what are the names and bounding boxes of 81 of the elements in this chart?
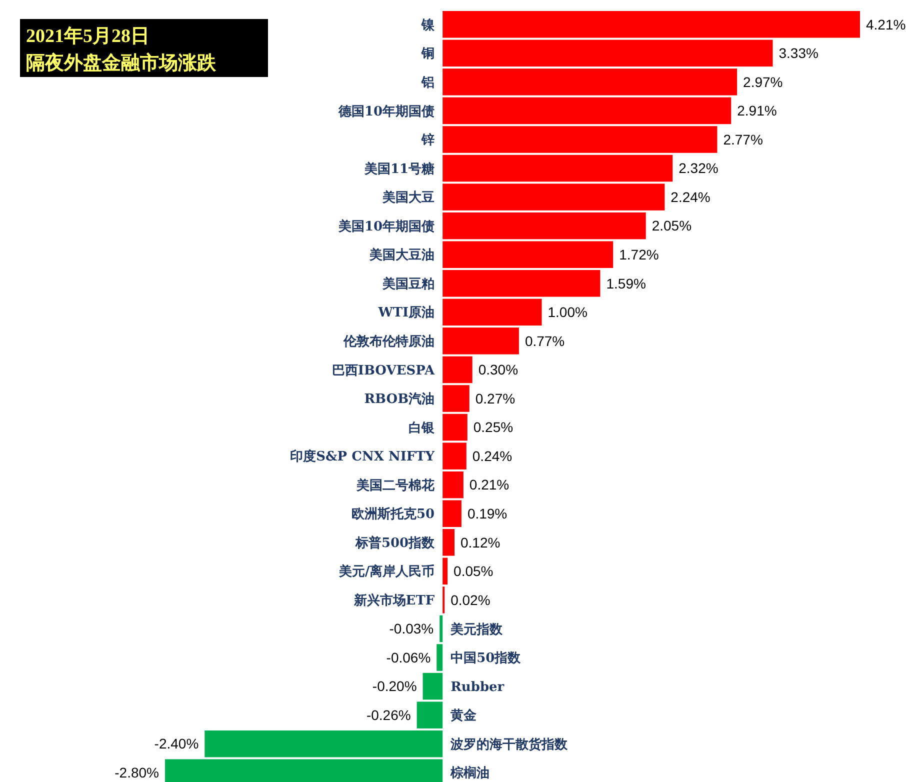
bar [442, 471, 464, 498]
data-label: 0.21% [469, 476, 510, 493]
bar [204, 730, 443, 758]
bar [442, 40, 773, 67]
bar [442, 97, 732, 124]
data-label: 2.91% [737, 102, 777, 119]
data-label: 0.25% [473, 419, 514, 436]
y-tick-label: 锌 [420, 132, 435, 148]
data-label: 0.24% [472, 448, 512, 464]
data-label: -2.40% [154, 736, 199, 752]
bar [442, 68, 738, 96]
bar [416, 702, 443, 728]
y-tick-label: 伦敦布伦特原油 [342, 333, 435, 350]
data-label: 0.02% [450, 592, 490, 608]
bar [442, 442, 466, 470]
data-label: 0.30% [478, 362, 518, 378]
y-tick-label: 美国二号棉花 [356, 477, 436, 494]
y-tick-label: 美元/离岸人民币 [338, 564, 435, 580]
bar [440, 615, 443, 642]
y-tick-label: 白银 [408, 420, 436, 436]
y-tick-label: 标普500指数 [354, 534, 436, 551]
text: 隔夜外盘金融市场涨跌 [26, 52, 217, 74]
data-label: 2.32% [678, 160, 718, 176]
data-label: 2.05% [652, 218, 692, 234]
data-label: 0.05% [454, 563, 494, 580]
bar [442, 356, 472, 384]
data-label: 2.77% [723, 131, 763, 148]
data-label: -0.06% [386, 649, 431, 666]
bar [442, 298, 542, 326]
y-tick-label: 新兴市场ETF [352, 592, 436, 608]
bar [442, 328, 519, 354]
data-label: 3.33% [778, 45, 818, 62]
y-tick-label: 棕榈油 [450, 765, 490, 782]
data-label: 0.12% [460, 534, 500, 550]
bar [442, 385, 470, 412]
bar [442, 414, 468, 441]
bar [436, 644, 443, 671]
y-tick-label: 美国11号糖 [364, 160, 435, 177]
y-tick-label: 美元指数 [450, 621, 504, 638]
y-tick-label: WTI原油 [377, 306, 435, 321]
data-label: -0.26% [366, 706, 411, 723]
y-tick-label: 中国50指数 [450, 651, 522, 666]
data-label: 1.72% [619, 246, 659, 263]
bar [442, 154, 673, 182]
data-label: 4.21% [866, 16, 906, 32]
y-tick-label: 印度S&P CNX NIFTY [290, 448, 436, 465]
bar [442, 184, 665, 210]
bar [442, 270, 600, 297]
y-tick-label: 德国10年期国债 [338, 104, 435, 120]
bar [442, 212, 646, 240]
y-tick-label: 黄金 [450, 708, 478, 724]
bar [442, 500, 462, 527]
data-label: 1.59% [606, 275, 646, 292]
data-label: 0.27% [475, 390, 516, 406]
data-label: -0.20% [372, 678, 417, 694]
bar [442, 126, 718, 153]
y-tick-label: 波罗的海干散货指数 [450, 736, 569, 752]
y-tick-label: 美国大豆油 [368, 247, 435, 264]
data-label: -0.03% [389, 620, 434, 637]
text: 2021年5月28日 [26, 26, 150, 47]
data-label: 0.19% [467, 506, 508, 522]
y-tick-label: 镍 [420, 18, 436, 33]
y-tick-label: 铝 [420, 75, 435, 90]
bar [442, 558, 448, 585]
y-tick-label: 美国豆粕 [382, 276, 435, 292]
y-tick-label: 巴西IBOVESPA [332, 363, 436, 378]
y-tick-label: 美国大豆 [382, 190, 435, 206]
data-label: 0.77% [524, 332, 565, 349]
y-tick-label: RBOB汽油 [364, 392, 435, 408]
y-tick-label: Rubber [450, 680, 504, 695]
bar [442, 529, 454, 556]
data-label: 2.24% [670, 188, 710, 205]
bar [442, 11, 860, 38]
y-tick-label: 欧洲斯托克50 [352, 507, 435, 522]
bar [442, 241, 614, 268]
y-tick-label: 美国10年期国债 [338, 218, 435, 234]
data-label: -2.80% [114, 764, 159, 781]
y-tick-label: 铜 [420, 46, 435, 62]
data-label: 2.97% [743, 74, 783, 90]
bar [422, 672, 443, 700]
data-label: 1.00% [548, 304, 588, 320]
